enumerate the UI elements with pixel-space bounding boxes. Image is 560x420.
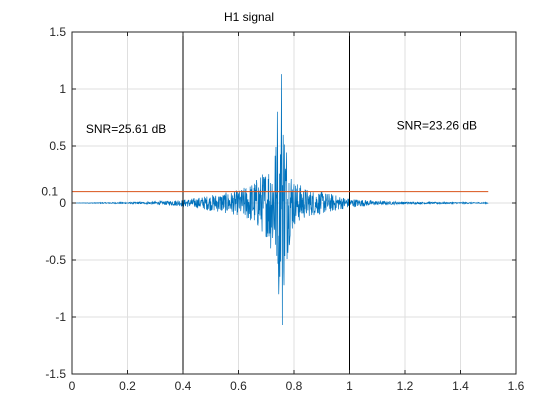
x-tick-label: 1.2 bbox=[397, 379, 414, 393]
signal-trace bbox=[72, 74, 489, 325]
y-tick-label: 1 bbox=[59, 82, 66, 96]
x-tick-label: 0.2 bbox=[119, 379, 136, 393]
snr-annotation-0: SNR=25.61 dB bbox=[86, 122, 166, 136]
chart-title: H1 signal bbox=[224, 10, 274, 24]
threshold-label: 0.1 bbox=[41, 185, 58, 199]
x-tick-label: 0.4 bbox=[175, 379, 192, 393]
x-tick-label: 1 bbox=[346, 379, 353, 393]
y-tick-label: 1.5 bbox=[49, 25, 66, 39]
y-tick-label: -1.5 bbox=[45, 367, 66, 381]
plot-area: 0.1 SNR=25.61 dB SNR=23.26 dB bbox=[41, 32, 489, 374]
snr-annotation-1: SNR=23.26 dB bbox=[397, 118, 477, 132]
x-tick-label: 1.6 bbox=[508, 379, 525, 393]
y-tick-label: 0.5 bbox=[49, 139, 66, 153]
x-tick-label: 0.6 bbox=[230, 379, 247, 393]
y-tick-label: -0.5 bbox=[45, 253, 66, 267]
y-tick-label: -1 bbox=[55, 310, 66, 324]
x-tick-label: 1.4 bbox=[452, 379, 469, 393]
x-tick-label: 0 bbox=[69, 379, 76, 393]
ticks: 0 0.2 0.4 0.6 0.8 1 1.2 1.4 1.6 -1.5 -1 -0.5 0 0.5 1 1.… bbox=[45, 25, 524, 393]
y-tick-label: 0 bbox=[59, 196, 66, 210]
x-tick-label: 0.8 bbox=[286, 379, 303, 393]
